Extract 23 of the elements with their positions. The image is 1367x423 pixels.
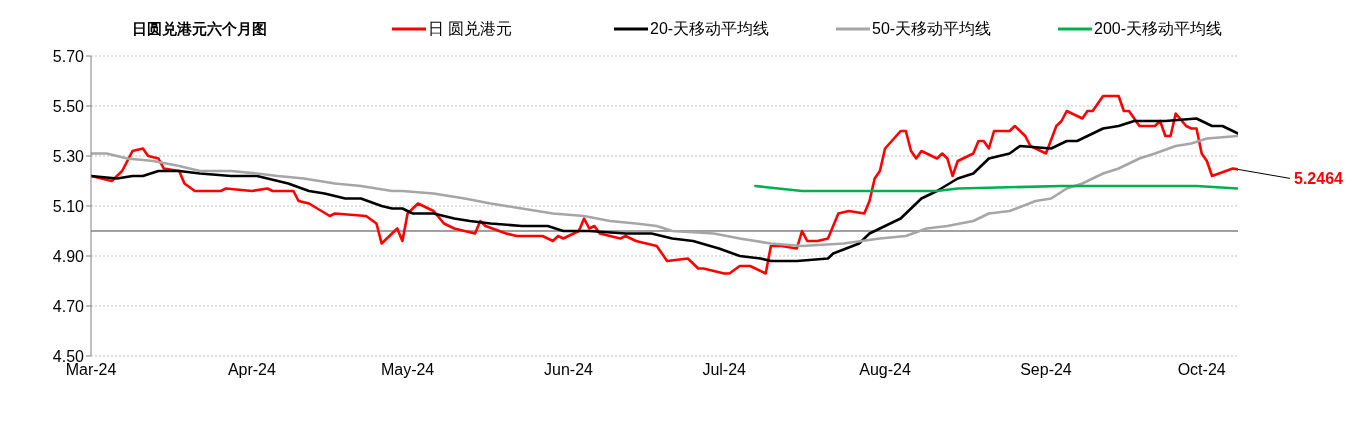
line-series bbox=[91, 94, 1238, 275]
y-tick-label: 4.70 bbox=[52, 297, 85, 315]
legend-label: 日 圆兑港元 bbox=[428, 18, 513, 39]
x-tick-label: May-24 bbox=[380, 361, 435, 379]
x-tick-label: Jun-24 bbox=[544, 361, 594, 379]
line-series bbox=[91, 134, 1238, 248]
x-tick-label: Oct-24 bbox=[1177, 361, 1226, 379]
x-tick-label: Jul-24 bbox=[702, 361, 747, 379]
legend-label: 20-天移动平均线 bbox=[650, 18, 770, 39]
legend-label: 50-天移动平均线 bbox=[872, 18, 992, 39]
x-tick-label: Aug-24 bbox=[859, 361, 911, 379]
legend-label: 200-天移动平均线 bbox=[1094, 18, 1223, 39]
y-tick-label: 5.50 bbox=[52, 97, 85, 115]
x-tick-label: Sep-24 bbox=[1020, 361, 1072, 379]
chart-title: 日圆兑港元六个月图 bbox=[132, 19, 268, 39]
y-tick-label: 4.90 bbox=[52, 247, 85, 265]
x-tick-label: Apr-24 bbox=[227, 361, 276, 379]
y-tick-label: 5.70 bbox=[52, 47, 85, 65]
y-tick-label: 5.30 bbox=[52, 147, 85, 165]
line-series bbox=[91, 117, 1238, 263]
annotation: 5.2464 bbox=[1294, 170, 1344, 188]
x-tick-label: Mar-24 bbox=[65, 361, 117, 379]
y-tick-label: 5.10 bbox=[52, 197, 85, 215]
